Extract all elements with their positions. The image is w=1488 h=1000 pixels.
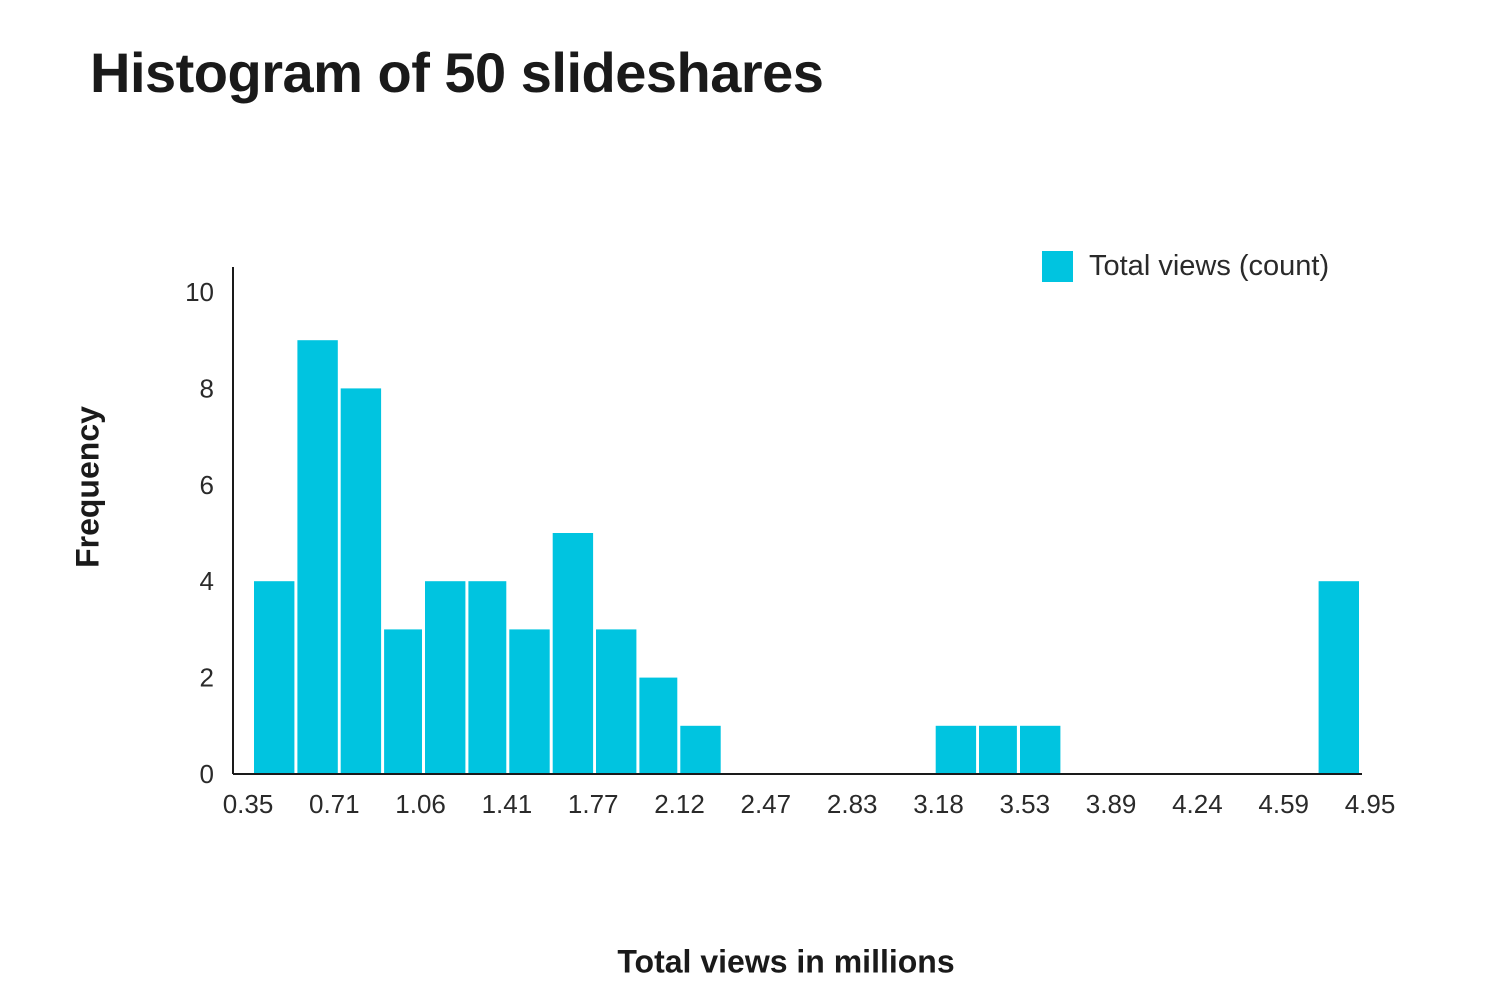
histogram-bar: [384, 629, 422, 774]
x-tick-label: 1.06: [395, 789, 446, 819]
x-tick-label: 0.71: [309, 789, 360, 819]
histogram-bar: [425, 581, 466, 774]
histogram-bar: [979, 725, 1017, 774]
x-tick-label: 0.35: [223, 789, 274, 819]
y-tick-label: 10: [185, 277, 214, 307]
histogram-bar: [254, 581, 295, 774]
x-tick-label: 4.95: [1345, 789, 1396, 819]
x-tick-label: 1.41: [482, 789, 533, 819]
x-tick-label: 4.24: [1172, 789, 1223, 819]
bars-group: [254, 340, 1359, 774]
y-tick-label: 8: [200, 373, 214, 403]
y-tick-labels: 0 2 4 6 8 10: [185, 277, 214, 789]
histogram-bar: [1020, 725, 1061, 774]
histogram-bar: [509, 629, 550, 774]
x-tick-label: 2.83: [827, 789, 878, 819]
x-tick-label: 1.77: [568, 789, 619, 819]
histogram-bar: [935, 725, 977, 774]
histogram-bar: [596, 629, 637, 774]
x-tick-label: 2.12: [654, 789, 705, 819]
y-tick-label: 0: [200, 759, 214, 789]
histogram-bar: [552, 533, 594, 774]
x-axis-label: Total views in millions: [617, 943, 955, 980]
histogram-bar: [680, 725, 721, 774]
x-tick-labels: 0.35 0.71 1.06 1.41 1.77 2.12 2.47 2.83 3.18 3.53…: [223, 789, 1396, 819]
y-tick-label: 6: [200, 470, 214, 500]
legend-label: Total views (count): [1089, 250, 1330, 282]
histogram-bar: [1318, 581, 1359, 774]
x-tick-label: 3.53: [999, 789, 1050, 819]
x-tick-label: 4.59: [1258, 789, 1309, 819]
histogram-bar: [639, 677, 678, 774]
chart-title: Histogram of 50 slideshares: [90, 41, 824, 104]
y-tick-label: 2: [200, 663, 214, 693]
histogram-bar: [340, 388, 382, 774]
histogram-bar: [297, 340, 338, 774]
x-tick-label: 2.47: [740, 789, 791, 819]
legend-swatch: [1042, 251, 1073, 282]
chart-legend: Total views (count): [1042, 250, 1329, 283]
x-tick-label: 3.18: [913, 789, 964, 819]
y-tick-label: 4: [200, 566, 214, 596]
histogram-bar: [468, 581, 507, 774]
x-tick-label: 3.89: [1086, 789, 1137, 819]
